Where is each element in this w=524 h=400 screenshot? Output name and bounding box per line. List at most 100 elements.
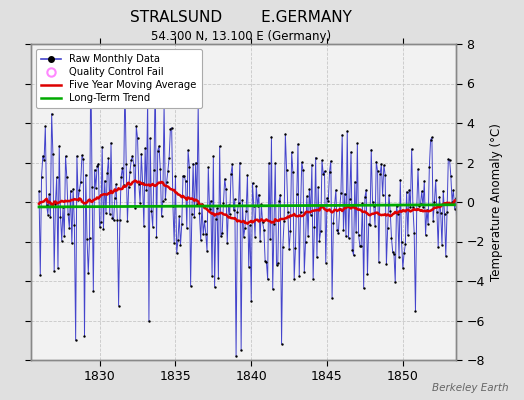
- Point: [91, 166, 99, 173]
- Point: [137, 150, 146, 157]
- Point: [85, 235, 94, 241]
- Point: [178, 221, 186, 227]
- Point: [108, 214, 116, 221]
- Point: [332, 187, 340, 193]
- Point: [171, 173, 180, 179]
- Point: [258, 219, 267, 226]
- Point: [163, 168, 172, 174]
- Point: [402, 189, 411, 195]
- Point: [88, 184, 96, 190]
- Point: [42, 202, 51, 208]
- Point: [439, 188, 447, 194]
- Point: [372, 158, 380, 165]
- Point: [335, 206, 344, 212]
- Point: [147, 208, 156, 214]
- Point: [174, 237, 182, 243]
- Point: [212, 216, 220, 222]
- Point: [264, 276, 272, 283]
- Point: [316, 228, 325, 234]
- Point: [236, 159, 244, 166]
- Point: [279, 244, 287, 250]
- Point: [200, 218, 209, 224]
- Point: [310, 224, 319, 230]
- Point: [361, 194, 369, 200]
- Point: [52, 174, 61, 180]
- Point: [82, 171, 90, 178]
- Point: [170, 239, 178, 246]
- Point: [83, 236, 91, 242]
- Point: [363, 271, 372, 278]
- Point: [247, 298, 255, 304]
- Point: [237, 347, 245, 353]
- Point: [89, 288, 97, 294]
- Text: STRALSUND        E.GERMANY: STRALSUND E.GERMANY: [130, 10, 352, 25]
- Point: [294, 141, 302, 147]
- Point: [58, 238, 66, 244]
- Point: [205, 206, 214, 212]
- Point: [165, 154, 173, 161]
- Point: [457, 142, 465, 148]
- Point: [146, 135, 155, 142]
- Point: [242, 207, 250, 214]
- Point: [60, 233, 69, 239]
- Point: [318, 157, 326, 164]
- Point: [214, 274, 223, 281]
- Point: [246, 222, 254, 228]
- Point: [104, 155, 113, 162]
- Point: [77, 179, 85, 185]
- Point: [296, 209, 304, 215]
- Point: [166, 126, 174, 132]
- Point: [75, 187, 84, 193]
- Point: [256, 238, 264, 245]
- Point: [375, 259, 383, 266]
- Point: [390, 251, 398, 258]
- Point: [454, 156, 463, 162]
- Point: [65, 225, 73, 231]
- Point: [446, 173, 455, 179]
- Point: [380, 162, 388, 168]
- Point: [325, 168, 334, 175]
- Point: [434, 244, 442, 250]
- Point: [331, 202, 339, 208]
- Point: [445, 156, 454, 163]
- Point: [435, 193, 444, 200]
- Point: [156, 166, 165, 172]
- Point: [199, 231, 208, 238]
- Point: [144, 96, 152, 102]
- Point: [92, 184, 100, 191]
- Point: [228, 161, 236, 168]
- Text: Berkeley Earth: Berkeley Earth: [432, 383, 508, 393]
- Point: [337, 190, 345, 196]
- Point: [281, 131, 290, 137]
- Point: [142, 187, 150, 194]
- Point: [300, 268, 309, 275]
- Point: [314, 184, 322, 190]
- Point: [148, 224, 157, 230]
- Point: [401, 241, 410, 248]
- Point: [254, 202, 262, 209]
- Point: [341, 190, 349, 197]
- Point: [176, 242, 184, 248]
- Point: [159, 198, 167, 204]
- Point: [138, 180, 147, 186]
- Point: [102, 210, 110, 216]
- Legend: Raw Monthly Data, Quality Control Fail, Five Year Moving Average, Long-Term Tren: Raw Monthly Data, Quality Control Fail, …: [37, 49, 202, 108]
- Point: [319, 171, 328, 177]
- Point: [69, 186, 78, 192]
- Point: [280, 218, 288, 224]
- Point: [68, 240, 76, 247]
- Point: [208, 273, 216, 280]
- Point: [117, 174, 125, 180]
- Point: [62, 174, 71, 180]
- Point: [288, 149, 296, 156]
- Point: [132, 123, 140, 129]
- Point: [123, 217, 132, 224]
- Point: [391, 279, 399, 286]
- Text: 54.300 N, 13.100 E (Germany): 54.300 N, 13.100 E (Germany): [151, 30, 331, 43]
- Point: [392, 203, 401, 209]
- Point: [268, 286, 277, 292]
- Point: [359, 285, 368, 292]
- Point: [369, 203, 378, 209]
- Point: [232, 353, 241, 359]
- Point: [36, 272, 45, 278]
